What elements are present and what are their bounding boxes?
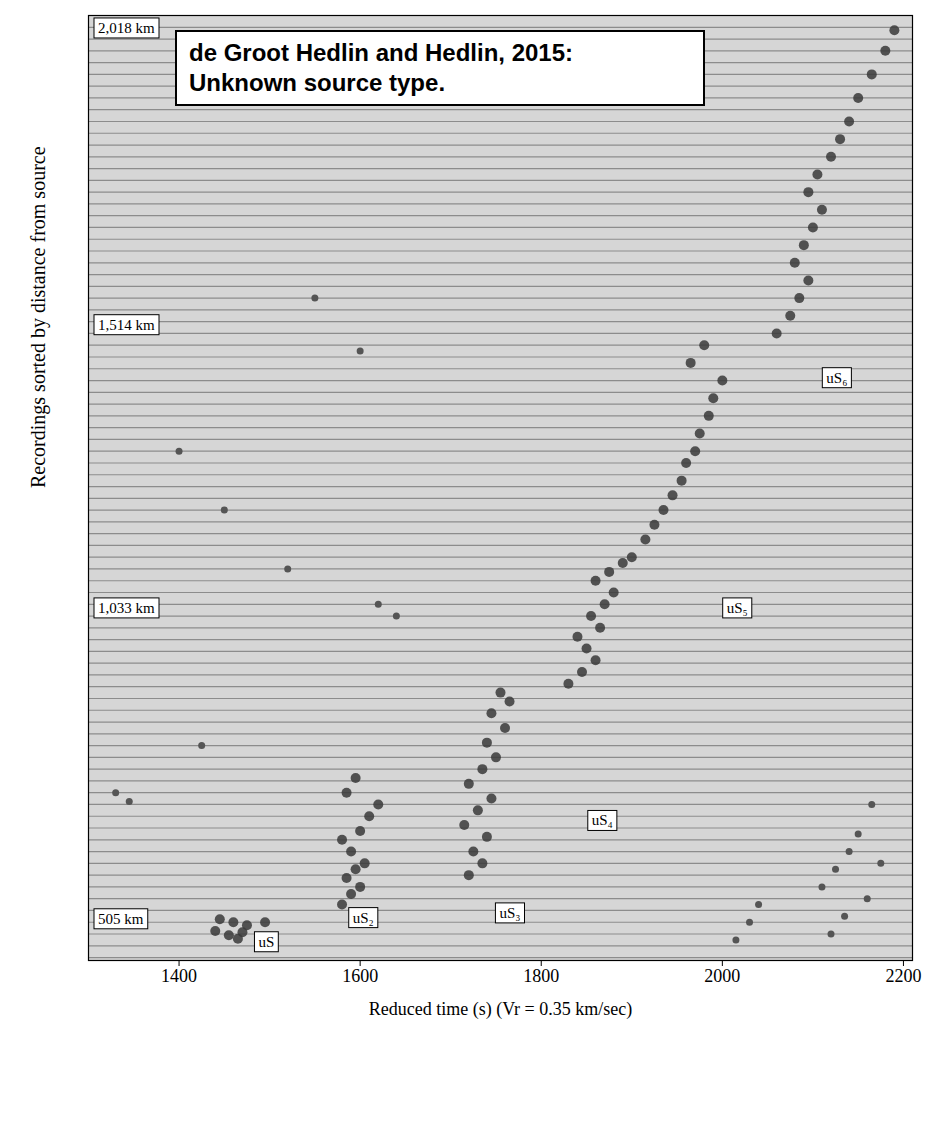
svg-text:1800: 1800 <box>523 966 559 986</box>
svg-text:1600: 1600 <box>342 966 378 986</box>
svg-text:Recordings sorted by distance: Recordings sorted by distance from sourc… <box>27 146 50 488</box>
svg-text:2,018 km: 2,018 km <box>98 20 155 36</box>
svg-text:uS₆: uS₆ <box>826 370 847 386</box>
svg-text:505 km: 505 km <box>98 911 144 927</box>
svg-text:uS₄: uS₄ <box>592 812 613 828</box>
svg-text:uS₂: uS₂ <box>353 910 374 926</box>
svg-text:1400: 1400 <box>161 966 197 986</box>
svg-text:2200: 2200 <box>885 966 921 986</box>
svg-text:1,514 km: 1,514 km <box>98 317 155 333</box>
svg-text:uS₅: uS₅ <box>727 600 748 616</box>
html-text:Unknown source type.: Unknown source type. <box>189 69 445 96</box>
svg-text:2000: 2000 <box>704 966 740 986</box>
html-text:de Groot Hedlin and Hedlin, 20: de Groot Hedlin and Hedlin, 2015: <box>189 39 574 66</box>
svg-text:uS: uS <box>258 934 274 950</box>
svg-text:Reduced time (s) (Vr = 0.35 km: Reduced time (s) (Vr = 0.35 km/sec) <box>369 999 633 1020</box>
svg-text:1,033 km: 1,033 km <box>98 600 155 616</box>
svg-text:uS₃: uS₃ <box>499 905 520 921</box>
